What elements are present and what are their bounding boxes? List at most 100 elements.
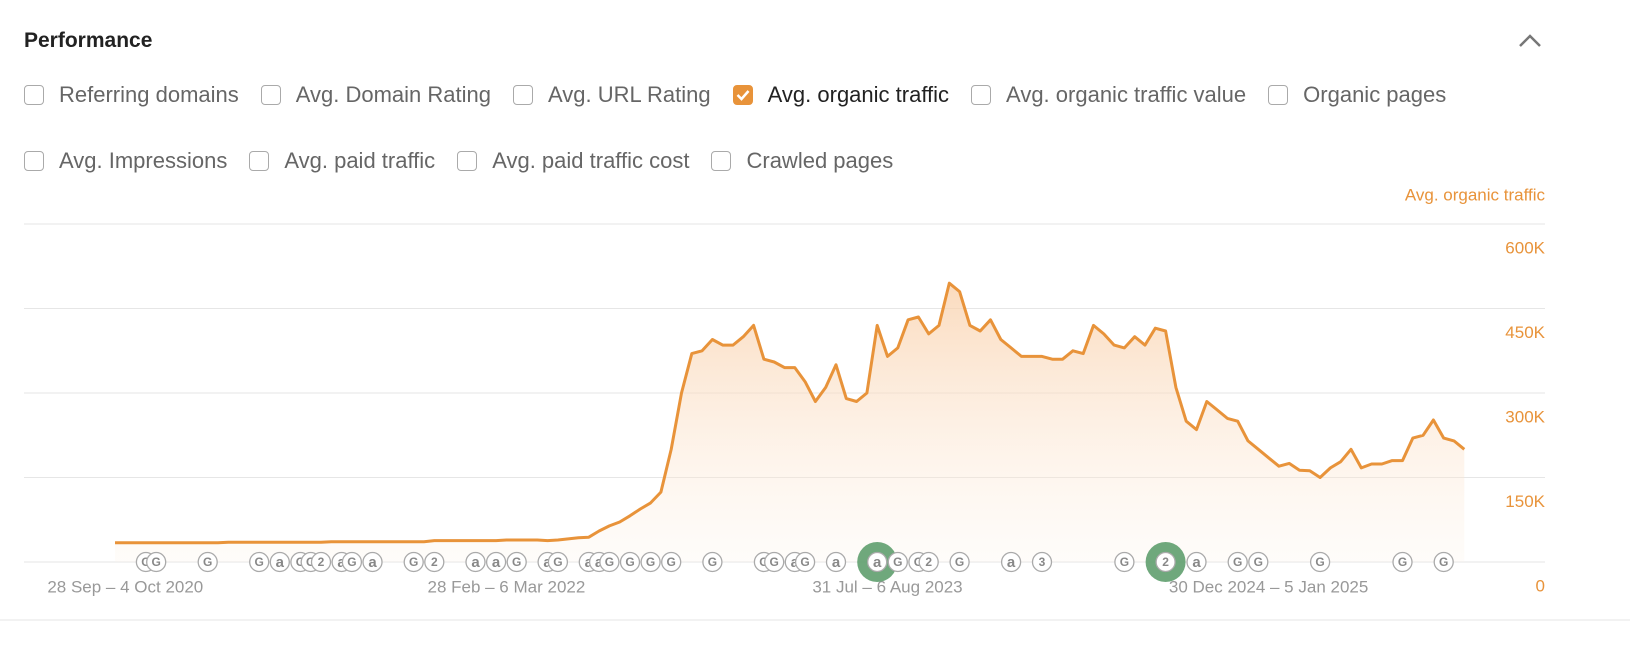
event-label: a bbox=[873, 554, 882, 571]
event-label: 2 bbox=[318, 555, 325, 569]
event-marker bbox=[341, 551, 363, 573]
event-marker bbox=[702, 551, 723, 573]
metric-label: Avg. Impressions bbox=[59, 148, 228, 173]
event-marker bbox=[537, 551, 558, 573]
event-marker bbox=[1433, 551, 1454, 573]
event-highlight bbox=[1145, 542, 1186, 582]
event-marker bbox=[949, 551, 970, 573]
collapse-toggle[interactable] bbox=[1516, 30, 1544, 50]
event-marker bbox=[619, 551, 641, 573]
area-fill bbox=[115, 283, 1465, 562]
event-label: a bbox=[492, 554, 501, 571]
event-marker bbox=[362, 551, 383, 573]
event-marker bbox=[794, 551, 816, 573]
metric-label: Avg. organic traffic bbox=[767, 82, 950, 107]
event-marker bbox=[887, 551, 908, 573]
event-marker bbox=[1392, 551, 1413, 573]
event-label: G bbox=[759, 555, 768, 569]
checkbox[interactable] bbox=[249, 151, 270, 171]
y-tick-label: 300K bbox=[1505, 407, 1545, 426]
event-marker bbox=[465, 551, 486, 573]
checkbox[interactable] bbox=[1268, 85, 1289, 105]
event-label: G bbox=[800, 555, 809, 569]
event-marker bbox=[300, 551, 321, 573]
event-label: G bbox=[914, 555, 923, 569]
metric-checkbox[interactable]: Organic pages bbox=[1268, 82, 1446, 108]
metric-checkbox[interactable]: Avg. organic traffic value bbox=[971, 82, 1246, 108]
metric-label: Avg. URL Rating bbox=[548, 82, 711, 107]
event-label: a bbox=[1192, 554, 1201, 571]
event-marker bbox=[1031, 551, 1053, 573]
event-label: G bbox=[708, 555, 717, 569]
event-label: 2 bbox=[1162, 555, 1169, 569]
event-label: G bbox=[296, 555, 305, 569]
checkbox[interactable] bbox=[732, 85, 753, 105]
event-marker bbox=[424, 551, 445, 573]
check-icon bbox=[736, 90, 750, 101]
event-label: a bbox=[368, 554, 377, 571]
event-marker bbox=[331, 551, 352, 573]
event-marker bbox=[588, 551, 610, 573]
event-label: a bbox=[1007, 554, 1016, 571]
checkbox[interactable] bbox=[457, 151, 478, 171]
event-label: G bbox=[667, 555, 676, 569]
event-label: G bbox=[1233, 555, 1242, 569]
checkbox[interactable] bbox=[260, 85, 281, 105]
metric-checkbox[interactable]: Avg. URL Rating bbox=[513, 82, 711, 108]
event-label: G bbox=[770, 555, 779, 569]
event-label: a bbox=[276, 554, 285, 571]
metric-checkbox[interactable]: Avg. organic traffic bbox=[732, 82, 950, 108]
event-marker bbox=[918, 551, 939, 573]
checkbox[interactable] bbox=[24, 151, 44, 171]
event-marker bbox=[578, 551, 599, 573]
event-label: 2 bbox=[925, 555, 932, 569]
event-marker bbox=[403, 551, 424, 573]
series-line bbox=[115, 281, 1466, 545]
event-marker bbox=[764, 551, 785, 573]
checkbox[interactable] bbox=[24, 85, 44, 105]
event-label: G bbox=[1439, 555, 1448, 569]
metric-checkbox[interactable]: Crawled pages bbox=[711, 148, 893, 174]
event-label: G bbox=[141, 555, 150, 569]
checkbox[interactable] bbox=[711, 151, 732, 171]
metric-label: Avg. organic traffic value bbox=[1006, 82, 1247, 107]
event-label: G bbox=[512, 555, 521, 569]
x-tick-label: 31 Jul – 6 Aug 2023 bbox=[812, 577, 962, 596]
event-marker bbox=[1309, 551, 1331, 573]
metric-checkbox[interactable]: Avg. paid traffic cost bbox=[457, 148, 689, 174]
metric-checkbox[interactable]: Referring domains bbox=[24, 82, 239, 108]
checkbox[interactable] bbox=[513, 85, 533, 105]
event-marker bbox=[867, 551, 888, 573]
event-label: G bbox=[1398, 555, 1407, 569]
metric-label: Avg. Domain Rating bbox=[295, 82, 491, 107]
event-marker bbox=[1248, 551, 1269, 573]
event-marker bbox=[547, 551, 569, 573]
event-marker bbox=[661, 551, 682, 573]
metric-list: Referring domains Avg. Domain Rating Avg. … bbox=[24, 82, 1584, 174]
event-marker bbox=[753, 551, 775, 573]
event-label: G bbox=[306, 555, 315, 569]
event-label: a bbox=[337, 554, 346, 571]
x-tick-label: 28 Feb – 6 Mar 2022 bbox=[427, 577, 585, 596]
event-label: G bbox=[605, 555, 614, 569]
metric-checkbox[interactable]: Avg. Impressions bbox=[24, 148, 227, 174]
event-highlight bbox=[857, 542, 898, 582]
event-marker bbox=[640, 551, 661, 573]
metric-checkbox[interactable]: Avg. paid traffic bbox=[249, 148, 435, 174]
event-label: 2 bbox=[431, 555, 438, 569]
event-marker bbox=[1114, 551, 1135, 573]
metric-checkbox[interactable]: Avg. Domain Rating bbox=[260, 82, 491, 108]
event-label: G bbox=[409, 555, 418, 569]
metric-label: Avg. paid traffic bbox=[284, 148, 436, 173]
event-label: G bbox=[646, 555, 655, 569]
metric-label: Organic pages bbox=[1303, 82, 1447, 107]
checkbox[interactable] bbox=[971, 85, 992, 105]
event-label: G bbox=[1315, 555, 1324, 569]
event-marker bbox=[1186, 551, 1207, 573]
event-label: a bbox=[832, 554, 841, 571]
event-marker bbox=[825, 551, 847, 573]
event-label: a bbox=[471, 554, 480, 571]
event-marker bbox=[485, 551, 507, 573]
event-label: G bbox=[1254, 555, 1263, 569]
